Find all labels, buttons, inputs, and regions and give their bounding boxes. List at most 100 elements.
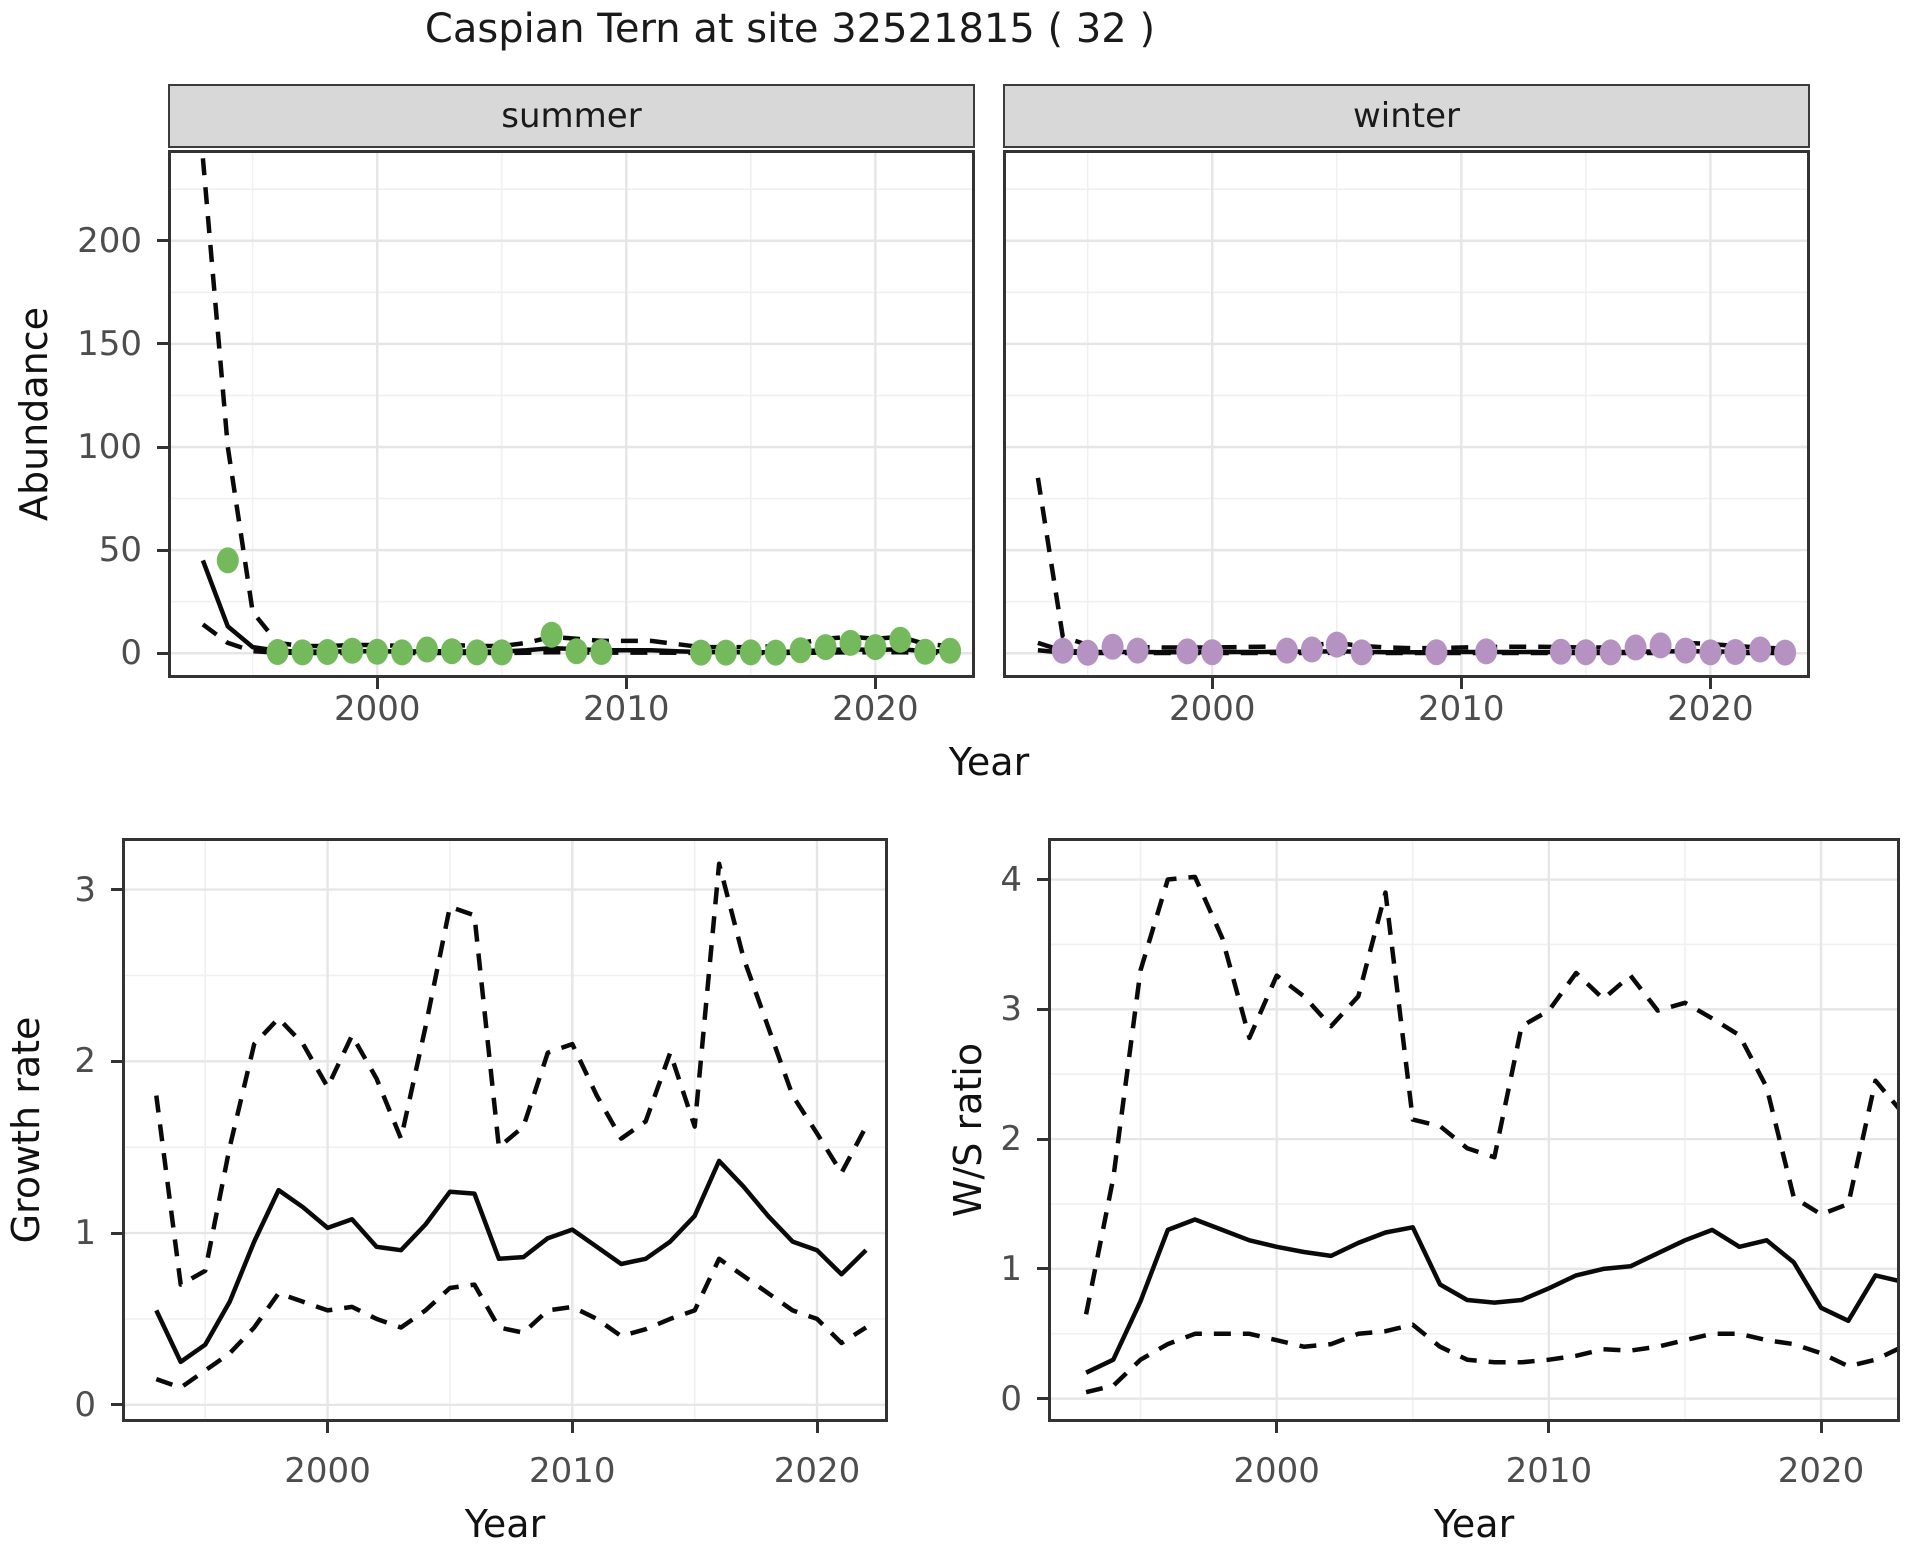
y-tick-label: 1 — [1000, 1248, 1022, 1289]
y-tick-label: 100 — [77, 427, 142, 467]
growth_rate-panel — [122, 838, 888, 1422]
data-point — [1300, 636, 1323, 663]
y-tick-mark — [1037, 1267, 1048, 1271]
x-tick-mark — [1708, 678, 1712, 689]
x-tick-label: 2010 — [1505, 1451, 1593, 1491]
y-tick-label: 3 — [1000, 989, 1022, 1030]
data-point — [914, 638, 937, 665]
panel-background — [1003, 150, 1810, 678]
data-point — [1475, 638, 1498, 665]
data-point — [465, 639, 488, 666]
data-point — [540, 621, 563, 648]
data-point — [690, 639, 712, 666]
data-point — [1051, 637, 1074, 664]
facet-strip-summer: summer — [168, 84, 975, 148]
panel-border — [1048, 838, 1900, 1422]
panel-border — [168, 150, 975, 678]
abundance_summer-panel — [168, 150, 975, 678]
data-point — [864, 634, 887, 661]
data-point — [291, 639, 314, 666]
data-point — [565, 638, 588, 665]
median-line — [1085, 1217, 1900, 1375]
y-tick-mark — [111, 888, 122, 892]
growth-x-axis-title: Year — [464, 1502, 546, 1546]
ci-lower-line — [1085, 1322, 1900, 1395]
abundance_winter-panel — [1003, 150, 1810, 678]
data-point — [1425, 639, 1448, 666]
x-tick-label: 2000 — [1168, 689, 1256, 729]
x-tick-label: 2020 — [1777, 1451, 1865, 1491]
data-point — [590, 639, 613, 665]
data-point — [316, 639, 339, 665]
y-tick-mark — [157, 342, 168, 346]
data-point — [1076, 639, 1099, 666]
y-tick-mark — [1037, 1137, 1048, 1141]
data-point — [789, 637, 812, 664]
x-tick-label: 2010 — [583, 689, 670, 729]
data-point — [1126, 637, 1149, 664]
data-point — [1350, 639, 1373, 666]
median-line — [154, 1158, 868, 1365]
data-point — [939, 637, 962, 664]
data-point — [1649, 632, 1672, 659]
data-point — [1101, 633, 1124, 660]
data-point — [1674, 637, 1697, 664]
y-tick-label: 3 — [74, 869, 96, 910]
y-tick-mark — [111, 1059, 122, 1063]
y-tick-label: 50 — [98, 530, 142, 571]
data-point — [1201, 639, 1224, 666]
x-tick-mark — [1275, 1422, 1279, 1433]
x-tick-label: 2000 — [284, 1451, 371, 1491]
x-tick-label: 2000 — [333, 689, 421, 729]
y-tick-mark — [1037, 1007, 1048, 1011]
data-point — [266, 639, 289, 665]
x-tick-mark — [1819, 1422, 1823, 1433]
panel-border — [1003, 150, 1810, 678]
y-tick-label: 0 — [1000, 1378, 1022, 1419]
y-tick-label: 0 — [74, 1384, 96, 1425]
data-point — [714, 639, 737, 666]
ci-upper-line — [1083, 874, 1900, 1315]
data-point — [1724, 639, 1747, 665]
data-point — [391, 639, 414, 666]
x-tick-mark — [1210, 678, 1214, 689]
y-tick-mark — [1037, 1397, 1048, 1401]
x-tick-mark — [624, 678, 628, 689]
ws-x-axis-title: Year — [1433, 1502, 1515, 1546]
data-point — [490, 639, 513, 666]
data-point — [216, 547, 239, 574]
x-tick-mark — [1547, 1422, 1551, 1433]
y-tick-label: 1 — [74, 1213, 96, 1254]
ws_ratio-panel — [1048, 838, 1900, 1422]
data-point — [440, 638, 463, 665]
y-tick-mark — [157, 239, 168, 243]
y-tick-label: 4 — [1000, 859, 1022, 900]
x-tick-mark — [873, 678, 877, 689]
data-point — [1275, 637, 1298, 664]
x-tick-label: 2020 — [1667, 689, 1754, 729]
data-point — [889, 626, 912, 653]
ci-upper-line — [154, 861, 868, 1287]
data-point — [1176, 638, 1199, 665]
data-point — [839, 629, 862, 656]
y-tick-label: 2 — [1000, 1119, 1022, 1160]
panel-border — [122, 838, 888, 1422]
y-tick-label: 0 — [120, 633, 142, 674]
y-tick-mark — [1037, 878, 1048, 882]
x-tick-label: 2010 — [1418, 689, 1505, 729]
data-point — [1699, 639, 1722, 666]
data-point — [1624, 634, 1647, 661]
data-point — [1549, 638, 1572, 665]
data-point — [1325, 631, 1348, 658]
data-point — [416, 636, 438, 663]
top-x-axis-title: Year — [948, 740, 1030, 784]
x-tick-mark — [1459, 678, 1463, 689]
data-point — [1749, 636, 1772, 663]
panel-background — [122, 838, 888, 1422]
data-point — [1574, 639, 1597, 666]
y-tick-mark — [157, 651, 168, 655]
x-tick-mark — [815, 1422, 819, 1433]
facet-strip-summer-label: summer — [501, 96, 642, 136]
x-tick-mark — [326, 1422, 330, 1433]
